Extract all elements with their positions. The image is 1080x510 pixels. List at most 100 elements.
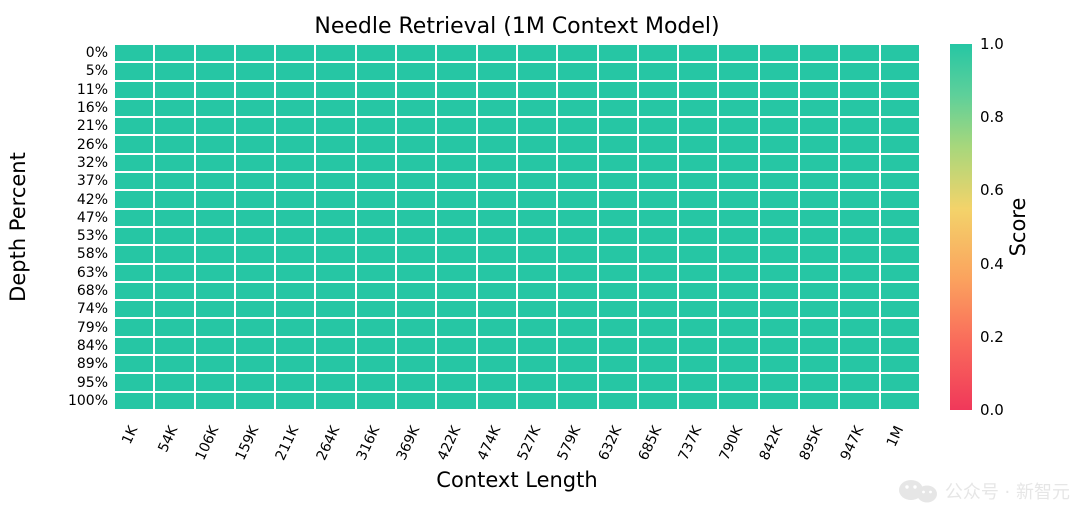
heatmap-cell: [396, 373, 436, 391]
heatmap-cell: [557, 135, 597, 153]
heatmap-cell: [557, 172, 597, 190]
heatmap-cell: [880, 337, 920, 355]
heatmap-cell: [759, 392, 799, 410]
y-tick-label: 89%: [77, 356, 108, 372]
heatmap-cell: [356, 135, 396, 153]
heatmap-cell: [154, 337, 194, 355]
heatmap-cell: [718, 44, 758, 62]
heatmap-cell: [275, 172, 315, 190]
heatmap-cell: [557, 99, 597, 117]
heatmap-cell: [799, 337, 839, 355]
heatmap-cell: [557, 392, 597, 410]
heatmap-cell: [396, 245, 436, 263]
heatmap-cell: [839, 99, 879, 117]
heatmap-cell: [154, 245, 194, 263]
heatmap-cell: [356, 227, 396, 245]
heatmap-cell: [195, 245, 235, 263]
heatmap-cell: [517, 318, 557, 336]
heatmap-cell: [718, 81, 758, 99]
heatmap-cell: [477, 392, 517, 410]
heatmap-cell: [839, 373, 879, 391]
heatmap-cell: [477, 337, 517, 355]
heatmap-cell: [718, 172, 758, 190]
heatmap-cell: [275, 117, 315, 135]
heatmap-cell: [315, 337, 355, 355]
colorbar: [950, 44, 972, 410]
heatmap-cell: [880, 99, 920, 117]
heatmap-cell: [880, 172, 920, 190]
heatmap-cell: [477, 318, 517, 336]
heatmap-cell: [839, 300, 879, 318]
heatmap-cell: [477, 282, 517, 300]
heatmap-cell: [477, 117, 517, 135]
heatmap-cell: [678, 172, 718, 190]
x-tick-label: 106K: [179, 416, 215, 435]
heatmap-figure: Needle Retrieval (1M Context Model) Dept…: [0, 0, 1080, 510]
heatmap-cell: [436, 62, 476, 80]
heatmap-cell: [235, 355, 275, 373]
heatmap-cell: [195, 392, 235, 410]
heatmap-cell: [799, 209, 839, 227]
heatmap-cell: [396, 392, 436, 410]
heatmap-cell: [195, 209, 235, 227]
heatmap-cell: [638, 190, 678, 208]
y-tick-label: 47%: [77, 210, 108, 226]
heatmap-cell: [154, 264, 194, 282]
heatmap-cell: [235, 135, 275, 153]
heatmap-cell: [396, 99, 436, 117]
colorbar-label: Score: [1006, 198, 1030, 257]
heatmap-cell: [557, 282, 597, 300]
heatmap-cell: [880, 227, 920, 245]
x-tick-label: 737K: [662, 416, 698, 435]
heatmap-cell: [598, 209, 638, 227]
heatmap-cell: [436, 282, 476, 300]
heatmap-cell: [557, 154, 597, 172]
heatmap-cell: [678, 300, 718, 318]
heatmap-cell: [396, 318, 436, 336]
heatmap-cell: [557, 44, 597, 62]
heatmap-cell: [557, 245, 597, 263]
heatmap-cell: [275, 154, 315, 172]
heatmap-cell: [356, 392, 396, 410]
heatmap-cell: [839, 172, 879, 190]
heatmap-cell: [839, 227, 879, 245]
heatmap-cell: [477, 373, 517, 391]
heatmap-cell: [275, 209, 315, 227]
heatmap-cell: [235, 227, 275, 245]
heatmap-cell: [718, 282, 758, 300]
heatmap-cell: [195, 300, 235, 318]
heatmap-cell: [678, 245, 718, 263]
heatmap-cell: [195, 117, 235, 135]
heatmap-cell: [759, 135, 799, 153]
heatmap-cell: [235, 172, 275, 190]
heatmap-cell: [557, 264, 597, 282]
y-tick-label: 63%: [77, 265, 108, 281]
heatmap-cell: [759, 99, 799, 117]
x-tick-label: 316K: [340, 416, 376, 435]
heatmap-cell: [396, 355, 436, 373]
heatmap-cell: [436, 227, 476, 245]
x-tick-label: 474K: [461, 416, 497, 435]
heatmap-cell: [799, 227, 839, 245]
heatmap-cell: [718, 373, 758, 391]
heatmap-cell: [235, 245, 275, 263]
watermark-text: 公众号 · 新智元: [945, 478, 1070, 504]
heatmap-cell: [678, 282, 718, 300]
heatmap-cell: [275, 300, 315, 318]
heatmap-cell: [799, 264, 839, 282]
y-tick-label: 68%: [77, 283, 108, 299]
y-tick-label: 100%: [68, 393, 108, 409]
heatmap-cell: [880, 300, 920, 318]
heatmap-cell: [477, 227, 517, 245]
heatmap-cell: [275, 264, 315, 282]
heatmap-cell: [839, 209, 879, 227]
heatmap-cell: [839, 135, 879, 153]
heatmap-cell: [114, 245, 154, 263]
heatmap-cell: [517, 373, 557, 391]
heatmap-cell: [195, 135, 235, 153]
heatmap-cell: [275, 62, 315, 80]
heatmap-cell: [517, 62, 557, 80]
heatmap-cell: [759, 190, 799, 208]
heatmap-cell: [638, 355, 678, 373]
heatmap-cell: [154, 81, 194, 99]
